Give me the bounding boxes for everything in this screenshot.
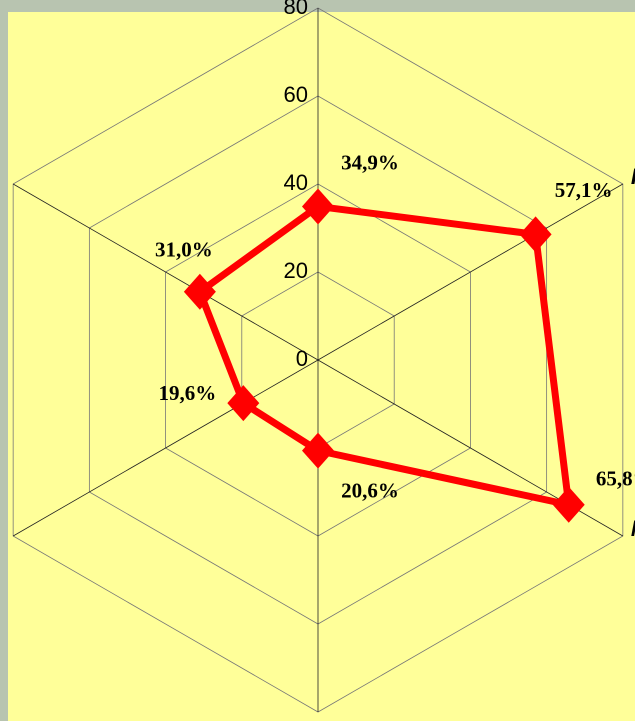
marker <box>227 385 260 422</box>
marker <box>302 432 334 469</box>
plot-area <box>8 12 635 721</box>
marker <box>519 216 552 253</box>
marker <box>183 273 216 310</box>
axis-label: Ne <box>631 516 635 541</box>
data-label: 34,9% <box>341 150 399 174</box>
r-tick-label: 80 <box>284 0 308 19</box>
spoke <box>317 183 624 361</box>
r-tick-label: 60 <box>284 82 308 107</box>
data-label: 65,8% <box>596 467 635 491</box>
marker <box>302 188 334 225</box>
spoke <box>12 183 319 361</box>
data-label: 57,1% <box>555 178 613 202</box>
r-tick-label: 20 <box>284 258 308 283</box>
data-label: 31,0% <box>155 238 213 262</box>
axis-label: Re <box>631 164 635 189</box>
marker <box>552 486 585 523</box>
data-label: 20,6% <box>341 478 399 502</box>
data-label: 19,6% <box>158 381 216 405</box>
r-tick-label: 0 <box>296 346 308 371</box>
spoke <box>12 359 319 537</box>
r-tick-label: 40 <box>284 170 308 195</box>
